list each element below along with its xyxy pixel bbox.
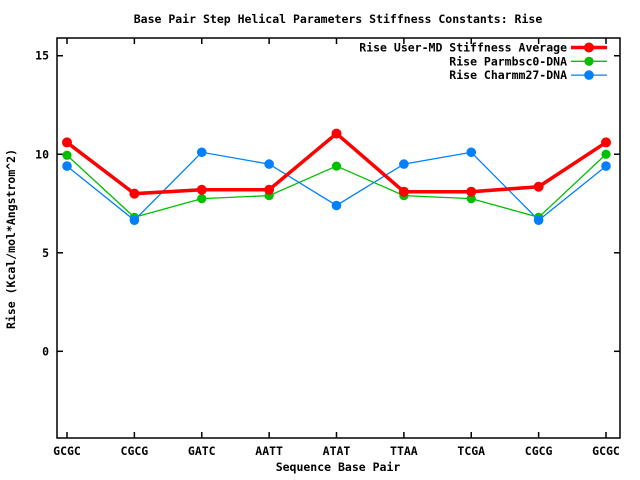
plot-border: [56, 37, 621, 439]
data-point-marker: [601, 161, 611, 171]
data-point-marker: [533, 215, 544, 226]
x-tick-label: TCGA: [457, 444, 485, 458]
data-point-marker: [62, 137, 72, 148]
data-point-marker: [533, 181, 544, 192]
y-tick-label: 0: [42, 344, 49, 358]
data-point-marker: [264, 184, 275, 195]
data-point-marker: [196, 184, 207, 195]
y-tick-label: 5: [42, 246, 49, 260]
legend-marker: [584, 70, 594, 80]
legend-label: Rise Charmm27-DNA: [449, 68, 567, 82]
data-point-marker: [331, 161, 342, 171]
x-tick-label: ATAT: [323, 444, 351, 458]
y-axis-label: Rise (Kcal/mol*Angstrom^2): [4, 149, 18, 329]
legend-marker: [584, 56, 594, 66]
data-point-marker: [601, 137, 611, 148]
data-point-marker: [601, 149, 611, 159]
data-point-marker: [62, 150, 72, 160]
legend-label: Rise Parmbsc0-DNA: [449, 54, 567, 68]
data-point-marker: [399, 159, 409, 169]
x-tick-label: GCGC: [53, 444, 81, 458]
data-point-marker: [331, 200, 342, 211]
x-tick-label: TTAA: [390, 444, 418, 458]
x-tick-label: CGCG: [121, 444, 149, 458]
data-point-marker: [466, 147, 477, 158]
data-point-marker: [62, 161, 72, 171]
x-tick-label: CGCG: [525, 444, 553, 458]
legend-marker: [584, 42, 594, 53]
y-tick-label: 10: [35, 147, 49, 161]
x-tick-label: AATT: [255, 444, 283, 458]
data-point-marker: [129, 215, 140, 226]
data-point-marker: [466, 186, 477, 197]
data-point-marker: [196, 147, 207, 158]
chart-title: Base Pair Step Helical Parameters Stiffn…: [134, 12, 543, 26]
data-point-marker: [466, 193, 476, 204]
x-axis-label: Sequence Base Pair: [276, 460, 401, 474]
data-point-marker: [264, 159, 274, 169]
x-tick-label: GCGC: [592, 444, 620, 458]
data-point-marker: [398, 186, 409, 197]
x-tick-label: GATC: [188, 444, 216, 458]
plot-area: 0 5 10 15 GCGC CGCG GATC AATT ATAT TTAA TCGA CGCG GC…: [35, 37, 621, 458]
data-point-marker: [129, 188, 140, 199]
data-point-marker: [197, 193, 207, 204]
legend-label: Rise User-MD Stiffness Average: [359, 41, 567, 55]
data-point-marker: [331, 128, 342, 139]
y-tick-label: 15: [35, 49, 49, 63]
